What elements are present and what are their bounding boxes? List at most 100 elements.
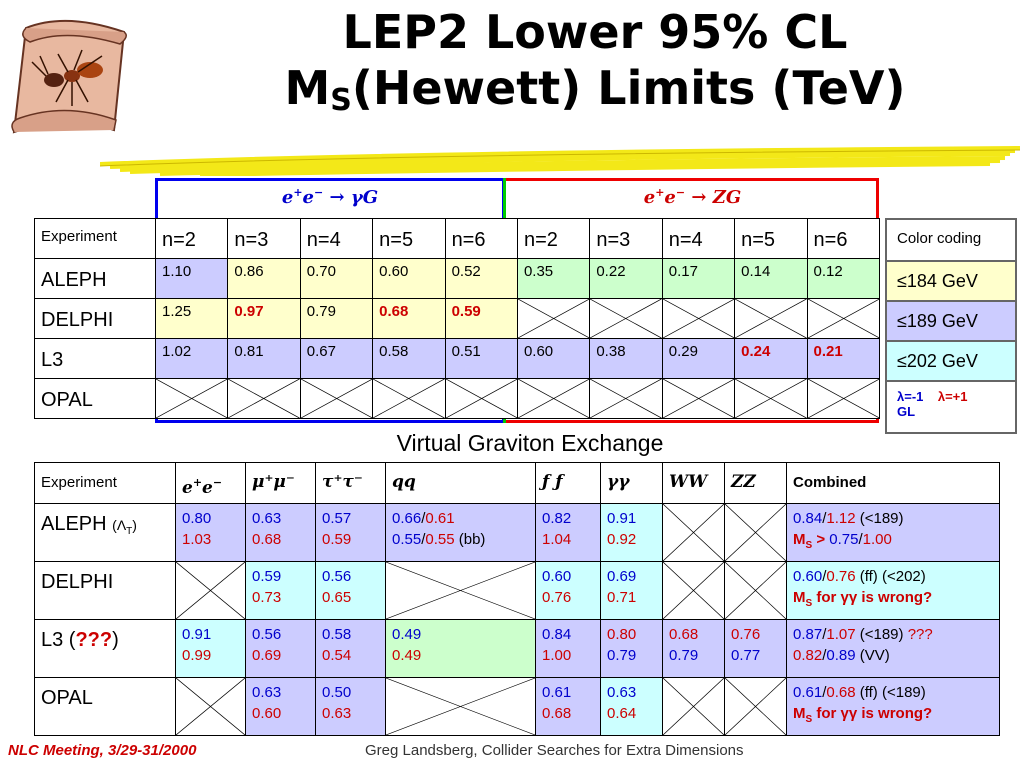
value-cell: 0.22 (589, 258, 663, 299)
combined-cell: 0.60/0.76 (ff) (<202) MS for γγ is wrong… (786, 561, 1000, 620)
value-cell: 0.60 0.76 (535, 561, 601, 620)
value-cell: 0.14 (734, 258, 808, 299)
value-cell: 0.12 (806, 258, 880, 299)
experiment-name: ALEPH (34, 258, 156, 299)
process-gamma-g: e+e− → γG (281, 186, 379, 208)
n-label: n=2 (516, 218, 591, 259)
value-cell: 0.17 (661, 258, 736, 299)
n-label: n=5 (734, 218, 808, 259)
value-cell: 0.63 0.60 (245, 677, 316, 736)
experiment-name: OPAL (34, 378, 156, 419)
ant-scroll-logo (6, 10, 136, 140)
value-cell: 0.50 0.63 (315, 677, 386, 736)
value-cell: 1.25 (154, 298, 229, 339)
empty-cross-cell (175, 677, 246, 736)
value-cell: 0.56 0.65 (315, 561, 386, 620)
combined-cell: 0.61/0.68 (ff) (<189) MS for γγ is wrong… (786, 677, 1000, 736)
row-delphi: DELPHI 1.25 0.97 0.79 0.68 0.59 (34, 298, 880, 339)
value-cell: 0.57 0.59 (315, 503, 386, 562)
value-cell: 0.68 0.79 (662, 619, 725, 678)
empty-cross-cell (175, 561, 246, 620)
value-cell: 0.91 0.99 (175, 619, 246, 678)
empty-cross-cell (372, 378, 446, 419)
empty-cross-cell (662, 677, 725, 736)
value-cell: 0.70 (299, 258, 374, 299)
value-cell: 0.76 0.77 (724, 619, 787, 678)
value-cell: 1.10 (154, 258, 229, 299)
highlighter-stroke (99, 142, 1021, 177)
color-key: Color coding ≤184 GeV ≤189 GeV ≤202 GeV … (885, 218, 1017, 434)
title-line-2: MS(Hewett) Limits (TeV) (284, 61, 906, 118)
empty-cross-cell (589, 298, 663, 339)
col-tautau: τ⁺τ⁻ (315, 462, 386, 504)
col-combined: Combined (786, 462, 1000, 504)
n-label: n=3 (227, 218, 301, 259)
process-zg: e+e− → ZG (643, 186, 742, 208)
combined-cell: 0.84/1.12 (<189) MS > 0.75/1.00 (786, 503, 1000, 562)
real-graviton-table: Experiment n=2 n=3 n=4 n=5 n=6 n=2 n=3 n… (34, 218, 880, 419)
value-cell: 0.59 0.73 (245, 561, 316, 620)
empty-cross-cell (724, 677, 787, 736)
value-cell: 0.91 0.92 (600, 503, 663, 562)
empty-cross-cell (662, 503, 725, 562)
row-opal: OPAL (34, 378, 880, 419)
value-cell: 0.58 0.54 (315, 619, 386, 678)
col-ff: ƒ ƒ (535, 462, 601, 504)
value-cell: 0.66/0.61 0.55/0.55 (bb) (385, 503, 536, 562)
empty-cross-cell (385, 677, 536, 736)
value-cell: 0.69 0.71 (600, 561, 663, 620)
empty-cross-cell (661, 378, 736, 419)
experiment-name: ALEPH (ΛT) (34, 503, 176, 562)
empty-cross-cell (589, 378, 663, 419)
footer-author: Greg Landsberg, Collider Searches for Ex… (365, 742, 744, 759)
experiment-name: OPAL (34, 677, 176, 736)
col-qq: qq (385, 462, 536, 504)
combined-cell: 0.87/1.07 (<189) ??? 0.82/0.89 (VV) (786, 619, 1000, 678)
empty-cross-cell (227, 378, 301, 419)
header-experiment: Experiment (34, 462, 176, 504)
empty-cross-cell (516, 298, 591, 339)
empty-cross-cell (299, 378, 374, 419)
color-key-header: Color coding (887, 220, 1015, 262)
col-zz: ZZ (724, 462, 787, 504)
experiment-name: L3 (34, 338, 156, 379)
row-opal: OPAL 0.63 0.60 0.50 0.63 0.61 0.68 0.63 0.64… (34, 677, 1000, 736)
value-cell: 0.60 (372, 258, 446, 299)
empty-cross-cell (724, 503, 787, 562)
value-cell: 0.52 (444, 258, 518, 299)
value-cell: 0.82 1.04 (535, 503, 601, 562)
value-cell: 0.84 1.00 (535, 619, 601, 678)
experiment-name: L3 (???) (34, 619, 176, 678)
value-cell: 0.61 0.68 (535, 677, 601, 736)
value-cell: 0.80 0.79 (600, 619, 663, 678)
row-l3: L3 1.02 0.81 0.67 0.58 0.51 0.60 0.38 0.… (34, 338, 880, 379)
value-cell: 0.68 (372, 298, 446, 339)
value-cell: 0.29 (661, 338, 736, 379)
value-cell: 0.67 (299, 338, 374, 379)
col-ww: WW (662, 462, 725, 504)
value-cell: 0.63 0.64 (600, 677, 663, 736)
footer-meeting: NLC Meeting, 3/29-31/2000 (8, 742, 197, 759)
n-label: n=6 (444, 218, 518, 259)
empty-cross-cell (385, 561, 536, 620)
color-key-202: ≤202 GeV (887, 342, 1015, 382)
empty-cross-cell (662, 561, 725, 620)
color-key-189: ≤189 GeV (887, 302, 1015, 342)
empty-cross-cell (444, 378, 518, 419)
row-delphi: DELPHI 0.59 0.73 0.56 0.65 0.60 0.76 0.69 0.… (34, 561, 1000, 620)
section-subtitle: Virtual Graviton Exchange (396, 430, 664, 456)
col-ee: e+e− (175, 462, 246, 504)
empty-cross-cell (806, 298, 880, 339)
empty-cross-cell (661, 298, 736, 339)
row-aleph: ALEPH (ΛT) 0.80 1.03 0.63 0.68 0.57 0.59 0.… (34, 503, 1000, 562)
value-cell: 0.79 (299, 298, 374, 339)
value-cell: 0.80 1.03 (175, 503, 246, 562)
row-l3: L3 (???) 0.91 0.99 0.56 0.69 0.58 0.54 0.49… (34, 619, 1000, 678)
value-cell: 0.35 (516, 258, 591, 299)
row-aleph: ALEPH 1.10 0.86 0.70 0.60 0.52 0.35 0.22… (34, 258, 880, 299)
empty-cross-cell (734, 298, 808, 339)
empty-cross-cell (724, 561, 787, 620)
value-cell: 0.81 (227, 338, 301, 379)
lambda-legend: λ=-1 λ=+1 GL (897, 389, 968, 419)
header-experiment: Experiment (34, 218, 156, 259)
